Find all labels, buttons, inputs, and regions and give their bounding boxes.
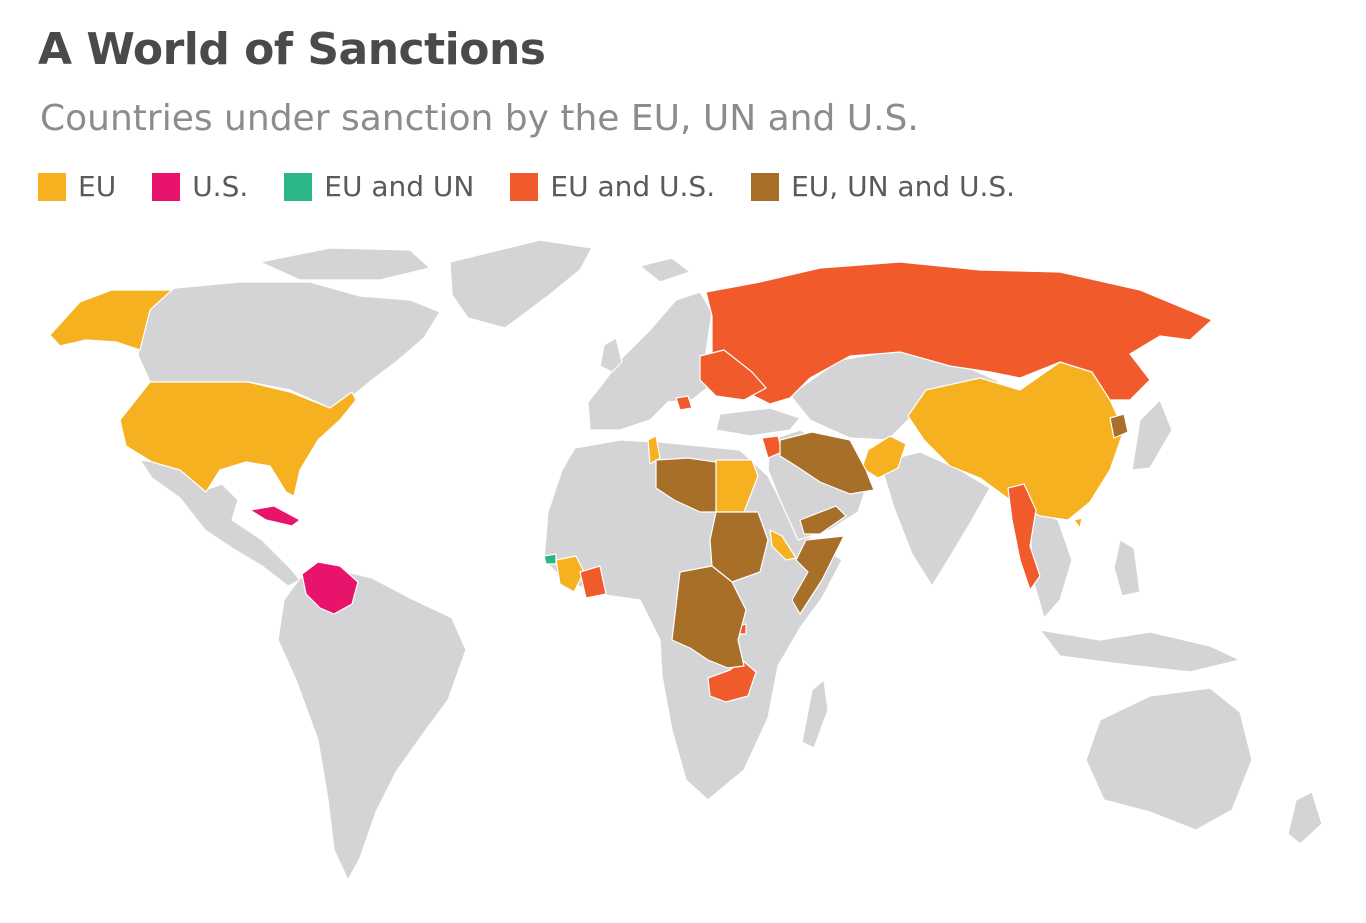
eritrea xyxy=(769,529,797,561)
north-korea xyxy=(1109,413,1129,439)
legend-label-us: U.S. xyxy=(192,170,249,203)
map-subtitle: Countries under sanction by the EU, UN a… xyxy=(40,98,919,139)
united-states xyxy=(119,381,357,497)
legend-item-us: U.S. xyxy=(152,170,248,203)
australia xyxy=(1085,687,1253,831)
mexico xyxy=(139,459,301,587)
tunisia xyxy=(647,435,661,465)
yemen xyxy=(799,505,847,535)
myanmar xyxy=(1007,483,1041,591)
southeast-asia xyxy=(1029,507,1073,619)
madagascar xyxy=(801,679,829,749)
sanction-eu-un xyxy=(543,553,557,565)
turkey xyxy=(715,407,801,437)
svalbard xyxy=(639,257,691,283)
legend-item-eu: EU xyxy=(38,170,116,203)
map-title: A World of Sanctions xyxy=(38,24,546,75)
sudan xyxy=(709,511,769,583)
iran-iraq xyxy=(779,431,875,495)
cuba xyxy=(249,505,301,527)
alaska xyxy=(49,289,173,351)
china xyxy=(907,361,1125,521)
libya xyxy=(655,457,717,513)
legend-label-eu-un-us: EU, UN and U.S. xyxy=(791,170,1016,203)
sanction-eu-un-us xyxy=(655,413,1129,669)
legend-item-eu-un: EU and UN xyxy=(284,170,474,203)
philippines xyxy=(1113,539,1141,597)
legend-item-eu-un-us: EU, UN and U.S. xyxy=(751,170,1015,203)
legend-label-eu: EU xyxy=(78,170,117,203)
balkans xyxy=(675,395,693,411)
greenland xyxy=(449,239,593,329)
united-kingdom xyxy=(599,337,623,373)
somalia xyxy=(791,535,845,615)
legend-swatch-eu-us xyxy=(510,172,539,201)
arctic-islands xyxy=(259,247,431,281)
legend-swatch-eu-un xyxy=(284,172,313,201)
new-zealand xyxy=(1287,791,1323,845)
russia xyxy=(705,261,1213,405)
guinea-bissau xyxy=(543,553,557,565)
belarus-ukraine xyxy=(699,349,767,401)
indonesia xyxy=(1039,629,1241,673)
legend-label-eu-un: EU and UN xyxy=(324,170,475,203)
sanction-eu-us xyxy=(579,261,1213,703)
south-america xyxy=(277,567,467,881)
zimbabwe xyxy=(707,659,757,703)
india xyxy=(879,451,991,587)
legend-item-eu-us: EU and U.S. xyxy=(510,170,715,203)
world-map xyxy=(49,239,1323,881)
legend-swatch-eu xyxy=(38,172,66,201)
central-africa xyxy=(671,565,747,669)
legend: EU U.S. EU and UN EU and U.S. EU, UN and… xyxy=(38,170,1051,203)
guinea xyxy=(555,555,585,593)
legend-label-eu-us: EU and U.S. xyxy=(550,170,716,203)
sanction-eu xyxy=(49,289,1125,593)
japan xyxy=(1131,399,1173,471)
ivory-coast xyxy=(579,565,607,599)
sanction-us xyxy=(249,505,359,615)
venezuela xyxy=(301,561,359,615)
hong-kong-island xyxy=(1073,517,1083,529)
legend-swatch-us xyxy=(152,172,181,201)
legend-swatch-eu-un-us xyxy=(751,172,780,201)
